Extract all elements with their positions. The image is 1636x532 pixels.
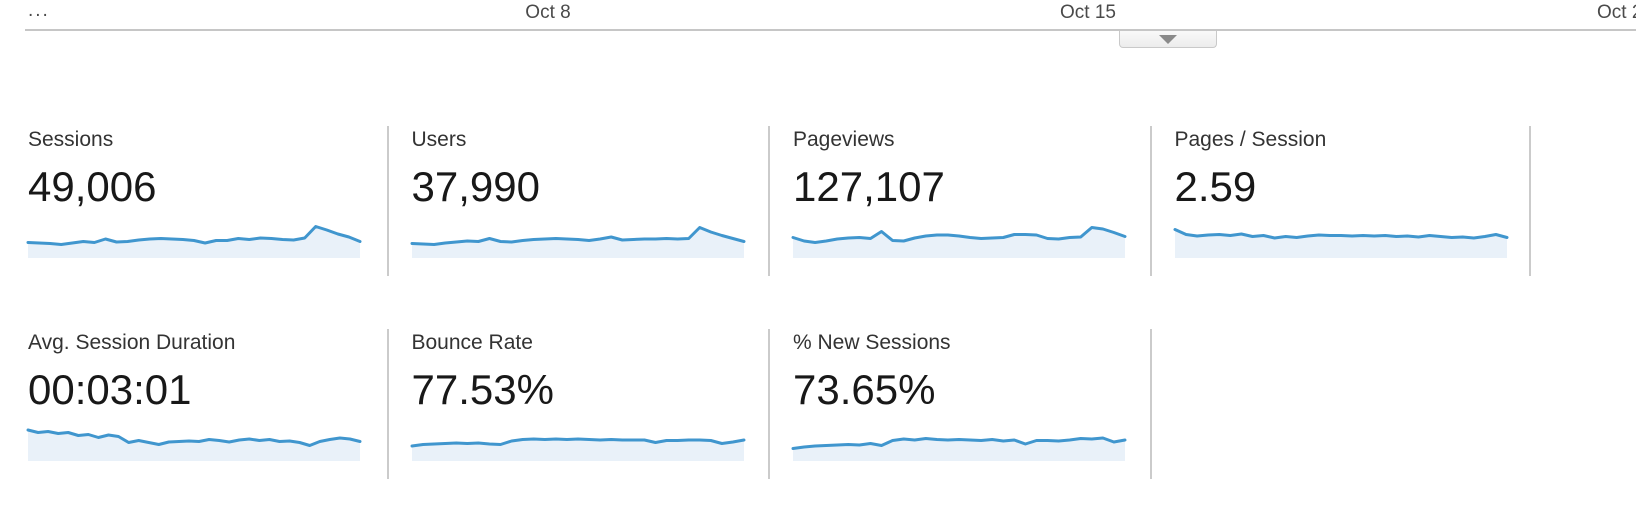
metric-card-pageviews[interactable]: Pageviews 127,107 (768, 126, 1150, 276)
metric-card-empty-slot (1149, 329, 1532, 479)
metric-card-users[interactable]: Users 37,990 (386, 126, 769, 276)
metric-label: Sessions (28, 128, 114, 151)
triangle-down-icon (1159, 34, 1177, 44)
metric-value: 49,006 (28, 163, 157, 210)
metric-label: Bounce Rate (411, 331, 533, 354)
metric-value: 77.53% (411, 366, 554, 413)
metric-card-new-sessions[interactable]: % New Sessions 73.65% (768, 329, 1150, 479)
collapse-timeline-button[interactable] (1119, 31, 1217, 48)
metric-cards-row-1: Sessions 49,006 Users 37,990 Pageviews 1… (5, 126, 1531, 276)
metric-value: 73.65% (793, 366, 936, 413)
users-sparkline-chart (412, 217, 744, 258)
metric-value: 00:03:01 (28, 366, 192, 413)
metric-value: 37,990 (411, 163, 540, 210)
bounce-rate-sparkline-chart (412, 420, 744, 461)
metric-cards-row-2: Avg. Session Duration 00:03:01 Bounce Ra… (5, 329, 1531, 479)
metric-value: 2.59 (1174, 163, 1257, 210)
axis-tick-oct-8: Oct 8 (525, 2, 571, 23)
axis-tick-oct-15: Oct 15 (1060, 2, 1116, 23)
metric-label: % New Sessions (793, 331, 951, 354)
metric-label: Avg. Session Duration (28, 331, 236, 354)
axis-tick-truncated-left: ... (28, 0, 50, 21)
pageviews-sparkline-chart (793, 217, 1125, 258)
metric-value: 127,107 (793, 163, 945, 210)
metric-card-avg-session-duration[interactable]: Avg. Session Duration 00:03:01 (5, 329, 387, 479)
metric-label: Users (411, 128, 467, 151)
metric-label: Pageviews (793, 128, 895, 151)
metric-card-pages-per-session[interactable]: Pages / Session 2.59 (1149, 126, 1531, 276)
axis-tick-truncated-right: Oct 2 (1597, 2, 1636, 23)
pages-per-session-sparkline-chart (1175, 217, 1507, 258)
metric-card-sessions[interactable]: Sessions 49,006 (5, 126, 387, 276)
new-sessions-sparkline-chart (793, 420, 1125, 461)
timeline-axis-line (25, 29, 1636, 31)
sessions-sparkline-chart (28, 217, 360, 258)
metric-card-bounce-rate[interactable]: Bounce Rate 77.53% (386, 329, 769, 479)
avg-session-duration-sparkline-chart (28, 420, 360, 461)
metric-label: Pages / Session (1174, 128, 1327, 151)
